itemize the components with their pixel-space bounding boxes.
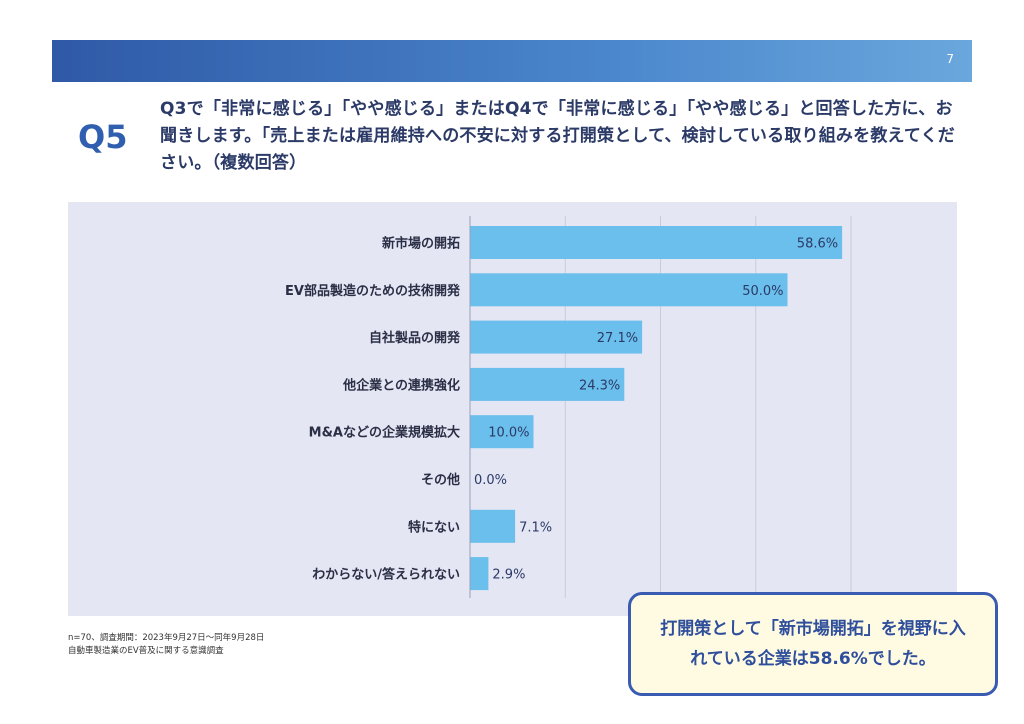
bar (470, 273, 788, 307)
bar-chart: 新市場の開拓 58.6% EV部品製造のための技術開発 50.0% 自社製品の開発 27.… (285, 216, 852, 598)
category-label: 他企業との連携強化 (342, 377, 460, 393)
survey-notes: n=70、調査期間：2023年9月27日～同年9月28日 自動車製造業のEV普及… (68, 632, 264, 658)
survey-notes-sample: n=70、調査期間：2023年9月27日～同年9月28日 (68, 633, 265, 643)
category-label: その他 (421, 472, 460, 488)
page-number: 7 (946, 52, 954, 66)
bar (470, 509, 516, 543)
value-label: 0.0% (474, 473, 507, 488)
chart-panel: 新市場の開拓 58.6% EV部品製造のための技術開発 50.0% 自社製品の開発 27.… (68, 202, 957, 616)
value-label: 2.9% (492, 568, 525, 583)
category-label: 自社製品の開発 (369, 330, 461, 346)
value-label: 58.6% (797, 237, 838, 252)
summary-callout: 打開策として「新市場開拓」を視野に入れている企業は58.6%でした。 (628, 592, 998, 696)
value-label: 50.0% (742, 284, 783, 299)
question-text: Q3で「非常に感じる」「やや感じる」またはQ4で「非常に感じる」「やや感じる」と… (160, 99, 955, 173)
bar (470, 320, 643, 354)
summary-callout-text: 打開策として「新市場開拓」を視野に入れている企業は58.6%でした。 (660, 619, 966, 669)
category-label: EV部品製造のための技術開発 (285, 283, 461, 299)
value-label: 7.1% (519, 520, 552, 535)
category-label: わからない/答えられない (312, 567, 460, 583)
value-label: 27.1% (597, 331, 638, 346)
header-bar: 7 (52, 40, 972, 82)
bar (470, 415, 534, 449)
category-label: M&Aなどの企業規模拡大 (309, 425, 460, 441)
bar (470, 226, 843, 259)
category-label: 新市場の開拓 (382, 236, 460, 252)
question-label: Q5 (78, 118, 128, 156)
category-label: 特にない (408, 519, 460, 535)
survey-notes-title: 自動車製造業のEV普及に関する意識調査 (68, 646, 224, 656)
bar (470, 557, 489, 591)
value-label: 10.0% (488, 426, 529, 441)
bar (470, 367, 625, 401)
value-label: 24.3% (579, 378, 620, 393)
